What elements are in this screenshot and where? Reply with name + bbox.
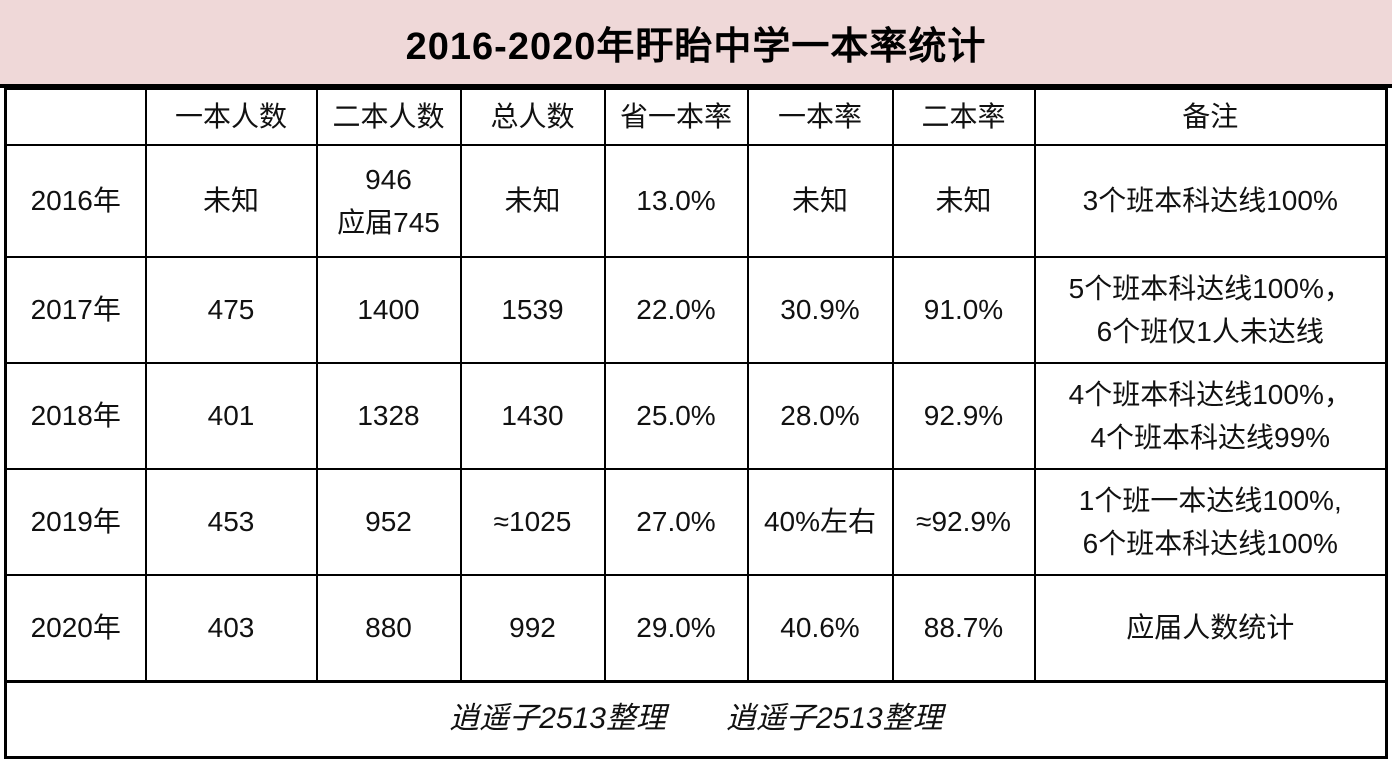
cell-remark: 4个班本科达线100%， 4个班本科达线99% <box>1033 362 1388 470</box>
cell-remark: 5个班本科达线100%， 6个班仅1人未达线 <box>1033 256 1388 364</box>
cell-yiben-count: 475 <box>144 256 318 364</box>
cell-yiben-rate-highlighted: 40%左右 <box>746 468 894 576</box>
cell-province-yiben-rate: 27.0% <box>603 468 749 576</box>
column-header-yiben-count: 一本人数 <box>144 88 318 146</box>
cell-remark: 3个班本科达线100% <box>1033 144 1388 258</box>
cell-erben-rate: 91.0% <box>891 256 1036 364</box>
cell-province-yiben-rate: 29.0% <box>603 574 749 682</box>
cell-yiben-rate-highlighted: 28.0% <box>746 362 894 470</box>
cell-yiben-rate-highlighted: 40.6% <box>746 574 894 682</box>
cell-year: 2016年 <box>4 144 147 258</box>
cell-erben-count: 1328 <box>315 362 462 470</box>
table-row-2020: 2020年 403 880 992 29.0% 40.6% 88.7% 应届人数… <box>4 574 1388 682</box>
cell-erben-count: 880 <box>315 574 462 682</box>
page-title: 2016-2020年盱眙中学一本率统计 <box>0 0 1392 88</box>
cell-province-yiben-rate: 25.0% <box>603 362 749 470</box>
table-row-2017: 2017年 475 1400 1539 22.0% 30.9% 91.0% 5个… <box>4 256 1388 364</box>
column-header-total-count: 总人数 <box>459 88 606 146</box>
table-row-2018: 2018年 401 1328 1430 25.0% 28.0% 92.9% 4个… <box>4 362 1388 470</box>
stats-table-container: 一本人数 二本人数 总人数 省一本率 一本率 二本率 备注 2016年 未知 9… <box>0 88 1392 759</box>
cell-yiben-rate-highlighted: 30.9% <box>746 256 894 364</box>
header-row: 一本人数 二本人数 总人数 省一本率 一本率 二本率 备注 <box>4 88 1388 146</box>
table-row-2016: 2016年 未知 946 应届745 未知 13.0% 未知 未知 3个班本科达… <box>4 144 1388 258</box>
cell-erben-rate: ≈92.9% <box>891 468 1036 576</box>
cell-total-count: ≈1025 <box>459 468 606 576</box>
table-row-2019: 2019年 453 952 ≈1025 27.0% 40%左右 ≈92.9% 1… <box>4 468 1388 576</box>
column-header-erben-rate: 二本率 <box>891 88 1036 146</box>
column-header-province-yiben-rate: 省一本率 <box>603 88 749 146</box>
cell-total-count: 1430 <box>459 362 606 470</box>
cell-province-yiben-rate: 22.0% <box>603 256 749 364</box>
cell-yiben-rate: 未知 <box>746 144 894 258</box>
column-header-yiben-rate: 一本率 <box>746 88 894 146</box>
cell-erben-count: 952 <box>315 468 462 576</box>
cell-province-yiben-rate: 13.0% <box>603 144 749 258</box>
credit-text: 逍遥子2513整理 逍遥子2513整理 <box>4 679 1388 758</box>
cell-year: 2018年 <box>4 362 147 470</box>
cell-yiben-count: 未知 <box>144 144 318 258</box>
column-header-erben-count: 二本人数 <box>315 88 462 146</box>
cell-remark: 1个班一本达线100%, 6个班本科达线100% <box>1033 468 1388 576</box>
column-header-remark: 备注 <box>1033 88 1388 146</box>
cell-total-count: 未知 <box>459 144 606 258</box>
stats-table: 一本人数 二本人数 总人数 省一本率 一本率 二本率 备注 2016年 未知 9… <box>4 88 1388 759</box>
cell-erben-count: 1400 <box>315 256 462 364</box>
column-header-empty <box>4 88 147 146</box>
footer-row: 逍遥子2513整理 逍遥子2513整理 <box>4 679 1388 758</box>
cell-total-count: 1539 <box>459 256 606 364</box>
cell-year: 2017年 <box>4 256 147 364</box>
cell-year: 2019年 <box>4 468 147 576</box>
cell-erben-rate: 92.9% <box>891 362 1036 470</box>
cell-yiben-count: 401 <box>144 362 318 470</box>
cell-erben-count: 946 应届745 <box>315 144 462 258</box>
cell-yiben-count: 403 <box>144 574 318 682</box>
cell-erben-rate: 未知 <box>891 144 1036 258</box>
cell-yiben-count: 453 <box>144 468 318 576</box>
cell-year: 2020年 <box>4 574 147 682</box>
cell-erben-rate: 88.7% <box>891 574 1036 682</box>
cell-remark: 应届人数统计 <box>1033 574 1388 682</box>
cell-total-count: 992 <box>459 574 606 682</box>
